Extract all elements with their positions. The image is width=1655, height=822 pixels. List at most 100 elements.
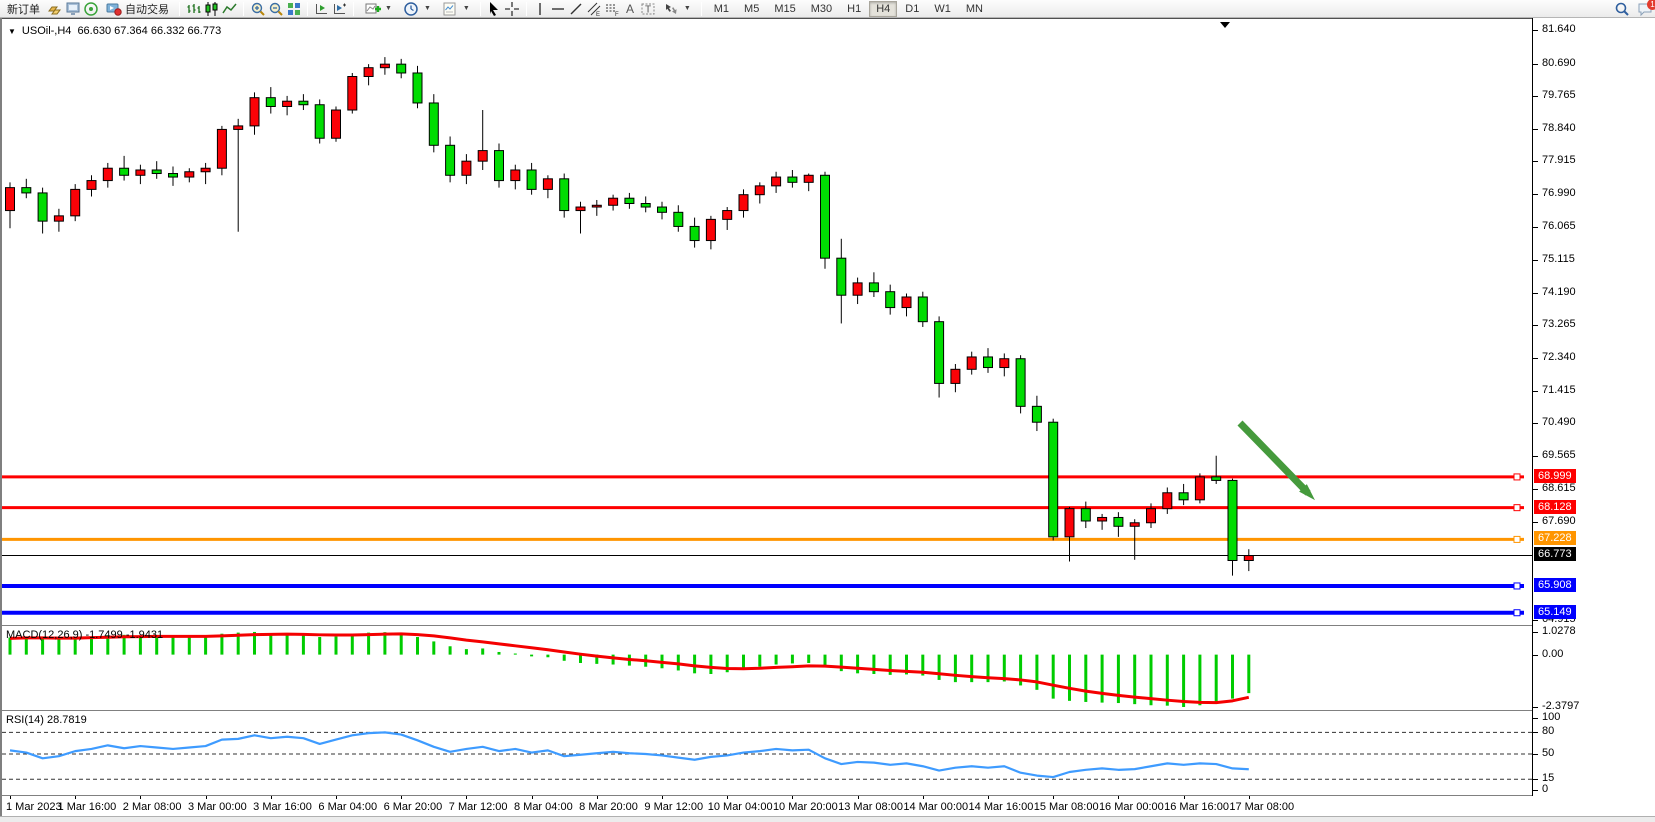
rsi-axis-tick <box>1533 779 1538 780</box>
candle-bear <box>868 282 879 293</box>
candle-bear <box>689 225 700 242</box>
line-handle[interactable] <box>1513 535 1521 543</box>
crosshair-icon[interactable] <box>504 1 521 17</box>
line-handle[interactable] <box>1513 504 1521 512</box>
chart-shift-marker[interactable] <box>1220 22 1230 28</box>
price-tick <box>1533 423 1538 424</box>
gold-icon[interactable] <box>46 1 63 17</box>
candle-bull <box>86 180 97 190</box>
fibonacci-icon[interactable]: F <box>604 1 621 17</box>
chevron-down-icon: ▼ <box>423 5 431 12</box>
time-tick <box>140 796 142 799</box>
timeframe-button-h1[interactable]: H1 <box>840 1 868 17</box>
candle-bear <box>428 102 439 146</box>
price-axis[interactable]: 81.640 80.690 79.765 78.840 77.915 76.990 76.0… <box>1532 18 1655 796</box>
text-icon[interactable]: A <box>622 1 639 17</box>
arrows-icon <box>663 1 680 17</box>
horizontal-line-icon[interactable] <box>550 1 567 17</box>
price-tick <box>1533 620 1538 621</box>
candle-bull <box>542 178 553 190</box>
candle-bull <box>1146 508 1156 524</box>
candle-bull <box>738 194 749 212</box>
text-label-icon[interactable]: T <box>640 1 657 17</box>
candle-bear <box>396 63 407 74</box>
tile-windows-icon[interactable] <box>285 1 302 17</box>
time-axis-label: 8 Mar 04:00 <box>513 801 573 813</box>
candle-bull <box>461 160 472 176</box>
template-button[interactable]: ▼ <box>437 1 475 17</box>
timeframe-button-m1[interactable]: M1 <box>707 1 736 17</box>
candle-bear <box>1080 508 1091 522</box>
search-icon[interactable] <box>1613 1 1630 17</box>
candle-bear <box>21 187 32 194</box>
notification-badge: 1 <box>1647 0 1655 10</box>
zoom-group <box>249 0 302 17</box>
timeframe-button-w1[interactable]: W1 <box>927 1 958 17</box>
chat-icon[interactable]: 1 <box>1636 0 1655 17</box>
new-chart-button[interactable]: ▼ <box>359 1 397 17</box>
macd-axis-tick <box>1533 632 1538 633</box>
chart-profile-icon[interactable] <box>313 1 330 17</box>
chart-mode-group <box>185 0 238 17</box>
timeframe-button-m15[interactable]: M15 <box>767 1 802 17</box>
symbol-dropdown-icon[interactable]: ▼ <box>8 26 16 36</box>
zoom-in-icon[interactable] <box>249 1 266 17</box>
candle-bear <box>1113 516 1124 527</box>
timeframe-button-m30[interactable]: M30 <box>804 1 839 17</box>
macd-axis-tick <box>1533 655 1538 656</box>
auto-trading-button[interactable]: 自动交易 <box>100 1 174 17</box>
macd-signal-line <box>9 632 1250 705</box>
rsi-axis-tick <box>1533 718 1538 719</box>
chevron-down-icon: ▼ <box>462 5 470 12</box>
chart-profile-next-icon[interactable] <box>331 1 348 17</box>
terminal-icon[interactable] <box>64 1 81 17</box>
candle-bear <box>983 356 993 369</box>
timeframe-button-m5[interactable]: M5 <box>737 1 766 17</box>
vertical-line-icon[interactable] <box>532 1 549 17</box>
macd-axis-label: 1.0278 <box>1542 625 1576 637</box>
timeframe-button-h4[interactable]: H4 <box>869 0 898 17</box>
line-handle[interactable] <box>1513 609 1521 617</box>
timeframe-button-mn[interactable]: MN <box>959 1 990 17</box>
down-arrow-annotation[interactable] <box>1237 420 1311 496</box>
candle-bear <box>445 144 456 176</box>
time-tick <box>727 796 729 799</box>
candle-bull <box>249 97 260 127</box>
trendline-icon[interactable] <box>568 1 585 17</box>
rsi-pane[interactable]: RSI(14) 28.7819 <box>2 712 1532 795</box>
pane-separator[interactable] <box>2 710 1532 712</box>
line-chart-icon[interactable] <box>221 1 238 17</box>
timeframe-button-d1[interactable]: D1 <box>898 1 926 17</box>
pane-separator[interactable] <box>2 625 1532 627</box>
candle-bear <box>657 206 667 213</box>
macd-axis-tick <box>1533 707 1538 708</box>
price-tick-label: 70.490 <box>1542 416 1576 428</box>
chart-tools-group: ▼ ▼ ▼ <box>359 0 475 17</box>
candle-bear <box>559 178 570 212</box>
new-order-button[interactable]: 新订单 <box>2 1 45 17</box>
main-chart-pane[interactable]: ▼ USOil-,H4 66.630 67.364 66.332 66.773 <box>2 18 1532 625</box>
macd-pane[interactable]: MACD(12,26,9) -1.7499 -1.9431 <box>2 627 1532 710</box>
candle-bear <box>934 321 945 384</box>
arrows-button[interactable]: ▼ <box>658 1 696 17</box>
price-chart-canvas[interactable] <box>2 19 1532 626</box>
period-button[interactable]: ▼ <box>398 1 436 17</box>
time-axis[interactable]: 1 Mar 2023 1 Mar 16:00 2 Mar 08:00 3 Mar 00… <box>2 796 1532 816</box>
zoom-out-icon[interactable] <box>267 1 284 17</box>
chart-title-ohlc: 66.630 67.364 66.332 66.773 <box>77 25 222 37</box>
price-tick <box>1533 129 1538 130</box>
time-axis-label: 14 Mar 00:00 <box>903 801 969 813</box>
rsi-canvas[interactable] <box>2 712 1532 795</box>
bar-chart-icon[interactable] <box>185 1 202 17</box>
candlestick-icon[interactable] <box>203 1 220 17</box>
cursor-icon[interactable] <box>486 1 503 17</box>
line-handle[interactable] <box>1513 582 1521 590</box>
channel-icon[interactable]: E <box>586 1 603 17</box>
line-handle[interactable] <box>1513 473 1521 481</box>
profiles-group <box>313 0 348 17</box>
svg-text:F: F <box>615 12 619 17</box>
signal-icon[interactable] <box>82 1 99 17</box>
macd-canvas[interactable] <box>2 627 1532 710</box>
price-tick <box>1533 96 1538 97</box>
candle-bear <box>298 100 309 106</box>
